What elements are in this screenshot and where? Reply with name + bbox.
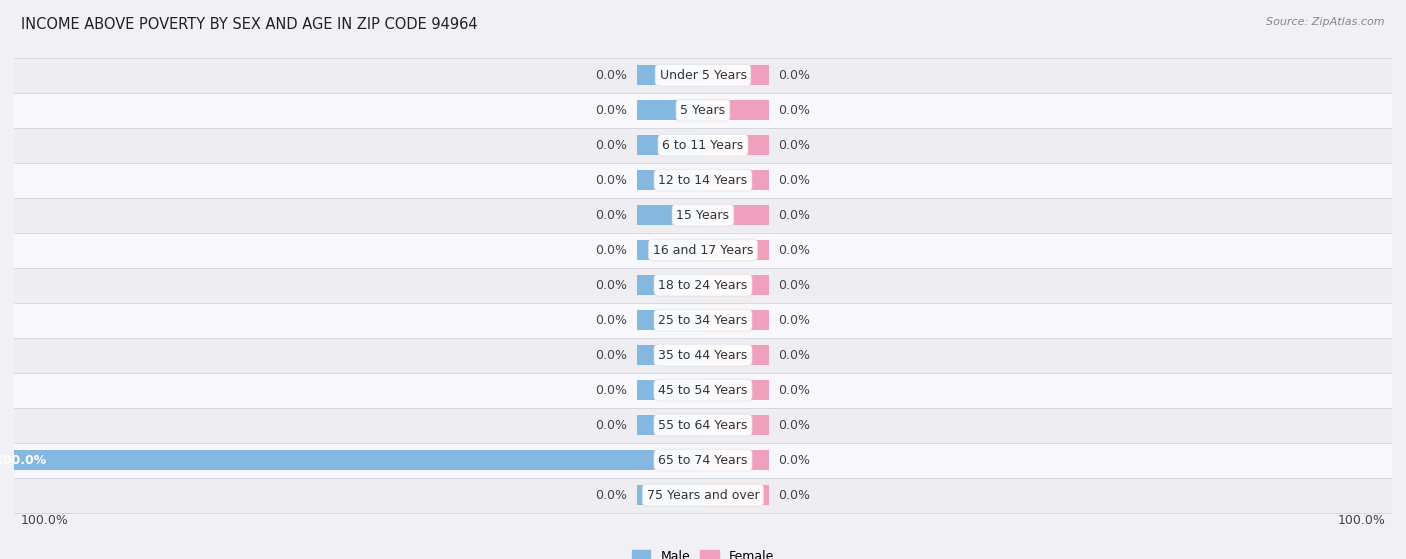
Text: 0.0%: 0.0% xyxy=(779,174,810,187)
Text: Under 5 Years: Under 5 Years xyxy=(659,69,747,82)
Text: 0.0%: 0.0% xyxy=(596,314,627,326)
Bar xyxy=(14,443,1392,477)
Bar xyxy=(703,345,769,365)
Text: 0.0%: 0.0% xyxy=(596,278,627,292)
Text: 0.0%: 0.0% xyxy=(779,383,810,396)
Text: 15 Years: 15 Years xyxy=(676,209,730,221)
Bar xyxy=(703,450,769,470)
Bar xyxy=(14,302,1392,338)
Text: 16 and 17 Years: 16 and 17 Years xyxy=(652,244,754,257)
Bar xyxy=(637,415,703,435)
Bar xyxy=(14,477,1392,513)
Text: 5 Years: 5 Years xyxy=(681,103,725,117)
Bar xyxy=(703,205,769,225)
Bar xyxy=(14,163,1392,198)
Bar xyxy=(14,268,1392,302)
Bar xyxy=(703,485,769,505)
Text: 0.0%: 0.0% xyxy=(596,69,627,82)
Text: 75 Years and over: 75 Years and over xyxy=(647,489,759,501)
Text: 0.0%: 0.0% xyxy=(779,103,810,117)
Text: 0.0%: 0.0% xyxy=(779,489,810,501)
Bar xyxy=(637,275,703,295)
Text: 0.0%: 0.0% xyxy=(596,489,627,501)
Bar xyxy=(14,372,1392,408)
Text: 0.0%: 0.0% xyxy=(596,419,627,432)
Text: 100.0%: 100.0% xyxy=(0,453,46,467)
Bar xyxy=(0,450,703,470)
Bar xyxy=(703,240,769,260)
Bar xyxy=(14,408,1392,443)
Text: 0.0%: 0.0% xyxy=(596,103,627,117)
Bar xyxy=(14,93,1392,127)
Bar xyxy=(703,100,769,120)
Text: 55 to 64 Years: 55 to 64 Years xyxy=(658,419,748,432)
Text: 0.0%: 0.0% xyxy=(779,139,810,151)
Bar xyxy=(637,205,703,225)
Text: 35 to 44 Years: 35 to 44 Years xyxy=(658,349,748,362)
Text: 0.0%: 0.0% xyxy=(596,139,627,151)
Bar xyxy=(637,135,703,155)
Bar xyxy=(703,380,769,400)
Bar xyxy=(14,58,1392,93)
Text: 25 to 34 Years: 25 to 34 Years xyxy=(658,314,748,326)
Bar xyxy=(637,380,703,400)
Bar xyxy=(14,127,1392,163)
Text: 0.0%: 0.0% xyxy=(596,349,627,362)
Text: 6 to 11 Years: 6 to 11 Years xyxy=(662,139,744,151)
Text: 0.0%: 0.0% xyxy=(596,174,627,187)
Bar xyxy=(637,485,703,505)
Text: 100.0%: 100.0% xyxy=(21,514,69,527)
Text: 45 to 54 Years: 45 to 54 Years xyxy=(658,383,748,396)
Text: 12 to 14 Years: 12 to 14 Years xyxy=(658,174,748,187)
Text: 0.0%: 0.0% xyxy=(779,314,810,326)
Text: 0.0%: 0.0% xyxy=(596,244,627,257)
Text: 0.0%: 0.0% xyxy=(779,453,810,467)
Bar xyxy=(703,170,769,190)
Text: 18 to 24 Years: 18 to 24 Years xyxy=(658,278,748,292)
Text: 0.0%: 0.0% xyxy=(779,419,810,432)
Text: 100.0%: 100.0% xyxy=(1337,514,1385,527)
Bar xyxy=(703,415,769,435)
Text: 0.0%: 0.0% xyxy=(596,209,627,221)
Text: 0.0%: 0.0% xyxy=(779,349,810,362)
Text: 0.0%: 0.0% xyxy=(779,278,810,292)
Text: 0.0%: 0.0% xyxy=(596,383,627,396)
Bar xyxy=(637,345,703,365)
Bar xyxy=(703,275,769,295)
Bar xyxy=(14,338,1392,372)
Bar xyxy=(14,233,1392,268)
Bar xyxy=(637,170,703,190)
Bar xyxy=(637,100,703,120)
Bar xyxy=(637,65,703,86)
Text: 0.0%: 0.0% xyxy=(779,69,810,82)
Text: 0.0%: 0.0% xyxy=(779,209,810,221)
Bar xyxy=(703,310,769,330)
Bar xyxy=(14,198,1392,233)
Bar xyxy=(637,240,703,260)
Bar xyxy=(637,310,703,330)
Text: 0.0%: 0.0% xyxy=(779,244,810,257)
Text: Source: ZipAtlas.com: Source: ZipAtlas.com xyxy=(1267,17,1385,27)
Bar xyxy=(703,135,769,155)
Text: INCOME ABOVE POVERTY BY SEX AND AGE IN ZIP CODE 94964: INCOME ABOVE POVERTY BY SEX AND AGE IN Z… xyxy=(21,17,478,32)
Legend: Male, Female: Male, Female xyxy=(627,544,779,559)
Text: 65 to 74 Years: 65 to 74 Years xyxy=(658,453,748,467)
Bar xyxy=(703,65,769,86)
